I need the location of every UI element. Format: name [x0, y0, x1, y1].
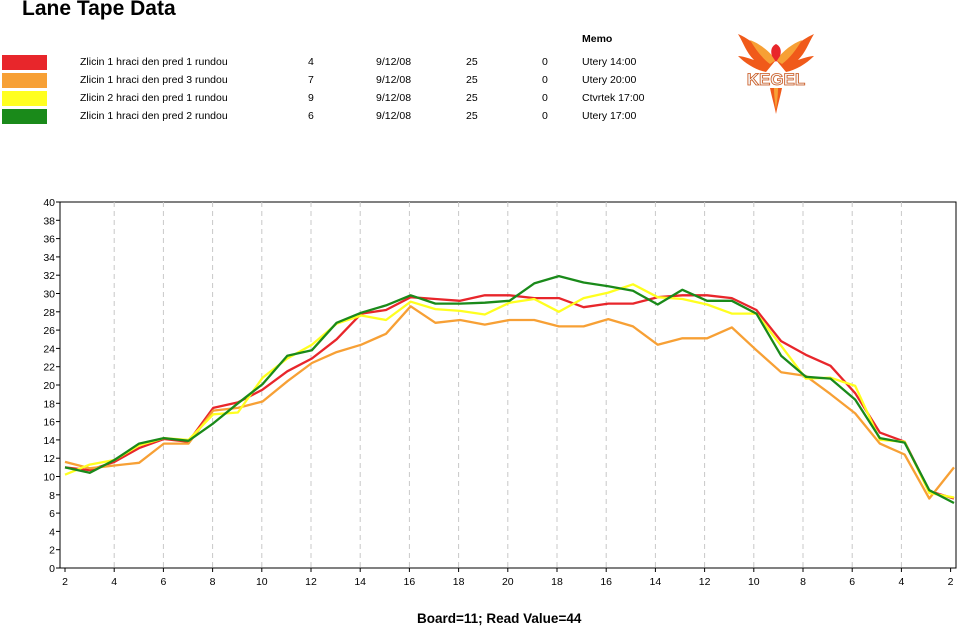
x-tick-label: 18 — [453, 576, 465, 588]
y-tick-label: 36 — [43, 234, 55, 246]
y-tick-label: 32 — [43, 270, 55, 282]
x-tick-label: 6 — [160, 576, 166, 588]
legend-name: Zlicin 1 hraci den pred 2 rundou — [80, 110, 228, 122]
y-tick-label: 20 — [43, 380, 55, 392]
x-tick-label: 10 — [748, 576, 760, 588]
x-tick-label: 16 — [600, 576, 612, 588]
kegel-logo: KEGEL — [738, 34, 814, 114]
legend-number: 4 — [308, 56, 314, 68]
y-tick-label: 8 — [49, 490, 55, 502]
x-tick-label: 12 — [305, 576, 317, 588]
x-tick-label: 8 — [210, 576, 216, 588]
legend-value: 25 — [466, 92, 478, 104]
x-tick-label: 2 — [62, 576, 68, 588]
legend-value: 25 — [466, 110, 478, 122]
series-line — [64, 274, 955, 505]
y-tick-label: 30 — [43, 289, 55, 301]
y-tick-label: 28 — [43, 307, 55, 319]
x-tick-label: 12 — [699, 576, 711, 588]
legend-row: Zlicin 1 hraci den pred 1 rundou 4 9/12/… — [0, 53, 700, 71]
legend-swatch — [2, 73, 47, 88]
y-tick-label: 16 — [43, 417, 55, 429]
phoenix-icon — [738, 34, 814, 114]
legend-swatch — [2, 55, 47, 70]
legend-value: 25 — [466, 56, 478, 68]
legend-number: 6 — [308, 110, 314, 122]
y-tick-label: 22 — [43, 362, 55, 374]
legend-name: Zlicin 2 hraci den pred 1 rundou — [80, 92, 228, 104]
y-tick-label: 2 — [49, 545, 55, 557]
legend-zero: 0 — [542, 74, 548, 86]
x-tick-label: 8 — [800, 576, 806, 588]
legend-value: 25 — [466, 74, 478, 86]
y-tick-label: 34 — [43, 252, 55, 264]
legend-date: 9/12/08 — [376, 56, 412, 68]
legend-name: Zlicin 1 hraci den pred 1 rundou — [80, 56, 228, 68]
page-title: Lane Tape Data — [22, 0, 176, 20]
x-tick-label: 4 — [111, 576, 117, 588]
legend-memo: Ctvrtek 17:00 — [582, 92, 645, 104]
x-tick-label: 14 — [354, 576, 366, 588]
board-readout: Board=11; Read Value=44 — [417, 611, 582, 626]
legend-memo: Utery 14:00 — [582, 56, 637, 68]
y-tick-label: 6 — [49, 508, 55, 520]
y-tick-label: 18 — [43, 398, 55, 410]
x-tick-label: 6 — [849, 576, 855, 588]
y-tick-label: 12 — [43, 453, 55, 465]
y-tick-label: 10 — [43, 472, 55, 484]
legend-row: Zlicin 2 hraci den pred 1 rundou 9 9/12/… — [0, 89, 700, 107]
legend-zero: 0 — [542, 110, 548, 122]
y-tick-label: 38 — [43, 215, 55, 227]
y-tick-label: 26 — [43, 325, 55, 337]
legend-row: Zlicin 1 hraci den pred 3 rundou 7 9/12/… — [0, 71, 700, 89]
legend-zero: 0 — [542, 92, 548, 104]
y-tick-label: 14 — [43, 435, 55, 447]
legend-date: 9/12/08 — [376, 110, 412, 122]
y-tick-label: 40 — [43, 197, 55, 209]
legend-memo: Utery 20:00 — [582, 74, 637, 86]
legend-number: 9 — [308, 92, 314, 104]
logo-text: KEGEL — [747, 70, 806, 89]
series-lines — [64, 274, 955, 505]
legend-swatch — [2, 109, 47, 124]
legend-zero: 0 — [542, 56, 548, 68]
legend-row: Zlicin 1 hraci den pred 2 rundou 6 9/12/… — [0, 107, 700, 125]
legend-date: 9/12/08 — [376, 92, 412, 104]
y-tick-label: 0 — [49, 563, 55, 575]
x-tick-label: 10 — [256, 576, 268, 588]
y-tick-label: 24 — [43, 343, 55, 355]
y-tick-label: 4 — [49, 526, 55, 538]
x-tick-label: 16 — [404, 576, 416, 588]
legend-swatch — [2, 91, 47, 106]
x-tick-label: 18 — [551, 576, 563, 588]
legend-name: Zlicin 1 hraci den pred 3 rundou — [80, 74, 228, 86]
x-tick-labels: 2 4 6 8 10 12 14 16 18 20 18 16 14 12 10 8 6 4 2 — [62, 568, 954, 588]
legend-date: 9/12/08 — [376, 74, 412, 86]
series-line — [64, 283, 955, 499]
x-tick-label: 2 — [948, 576, 954, 588]
x-tick-label: 20 — [502, 576, 514, 588]
x-tick-label: 14 — [650, 576, 662, 588]
series-line — [64, 294, 955, 500]
memo-header: Memo — [582, 33, 613, 45]
legend-memo: Utery 17:00 — [582, 110, 637, 122]
x-tick-label: 4 — [898, 576, 904, 588]
legend-number: 7 — [308, 74, 314, 86]
